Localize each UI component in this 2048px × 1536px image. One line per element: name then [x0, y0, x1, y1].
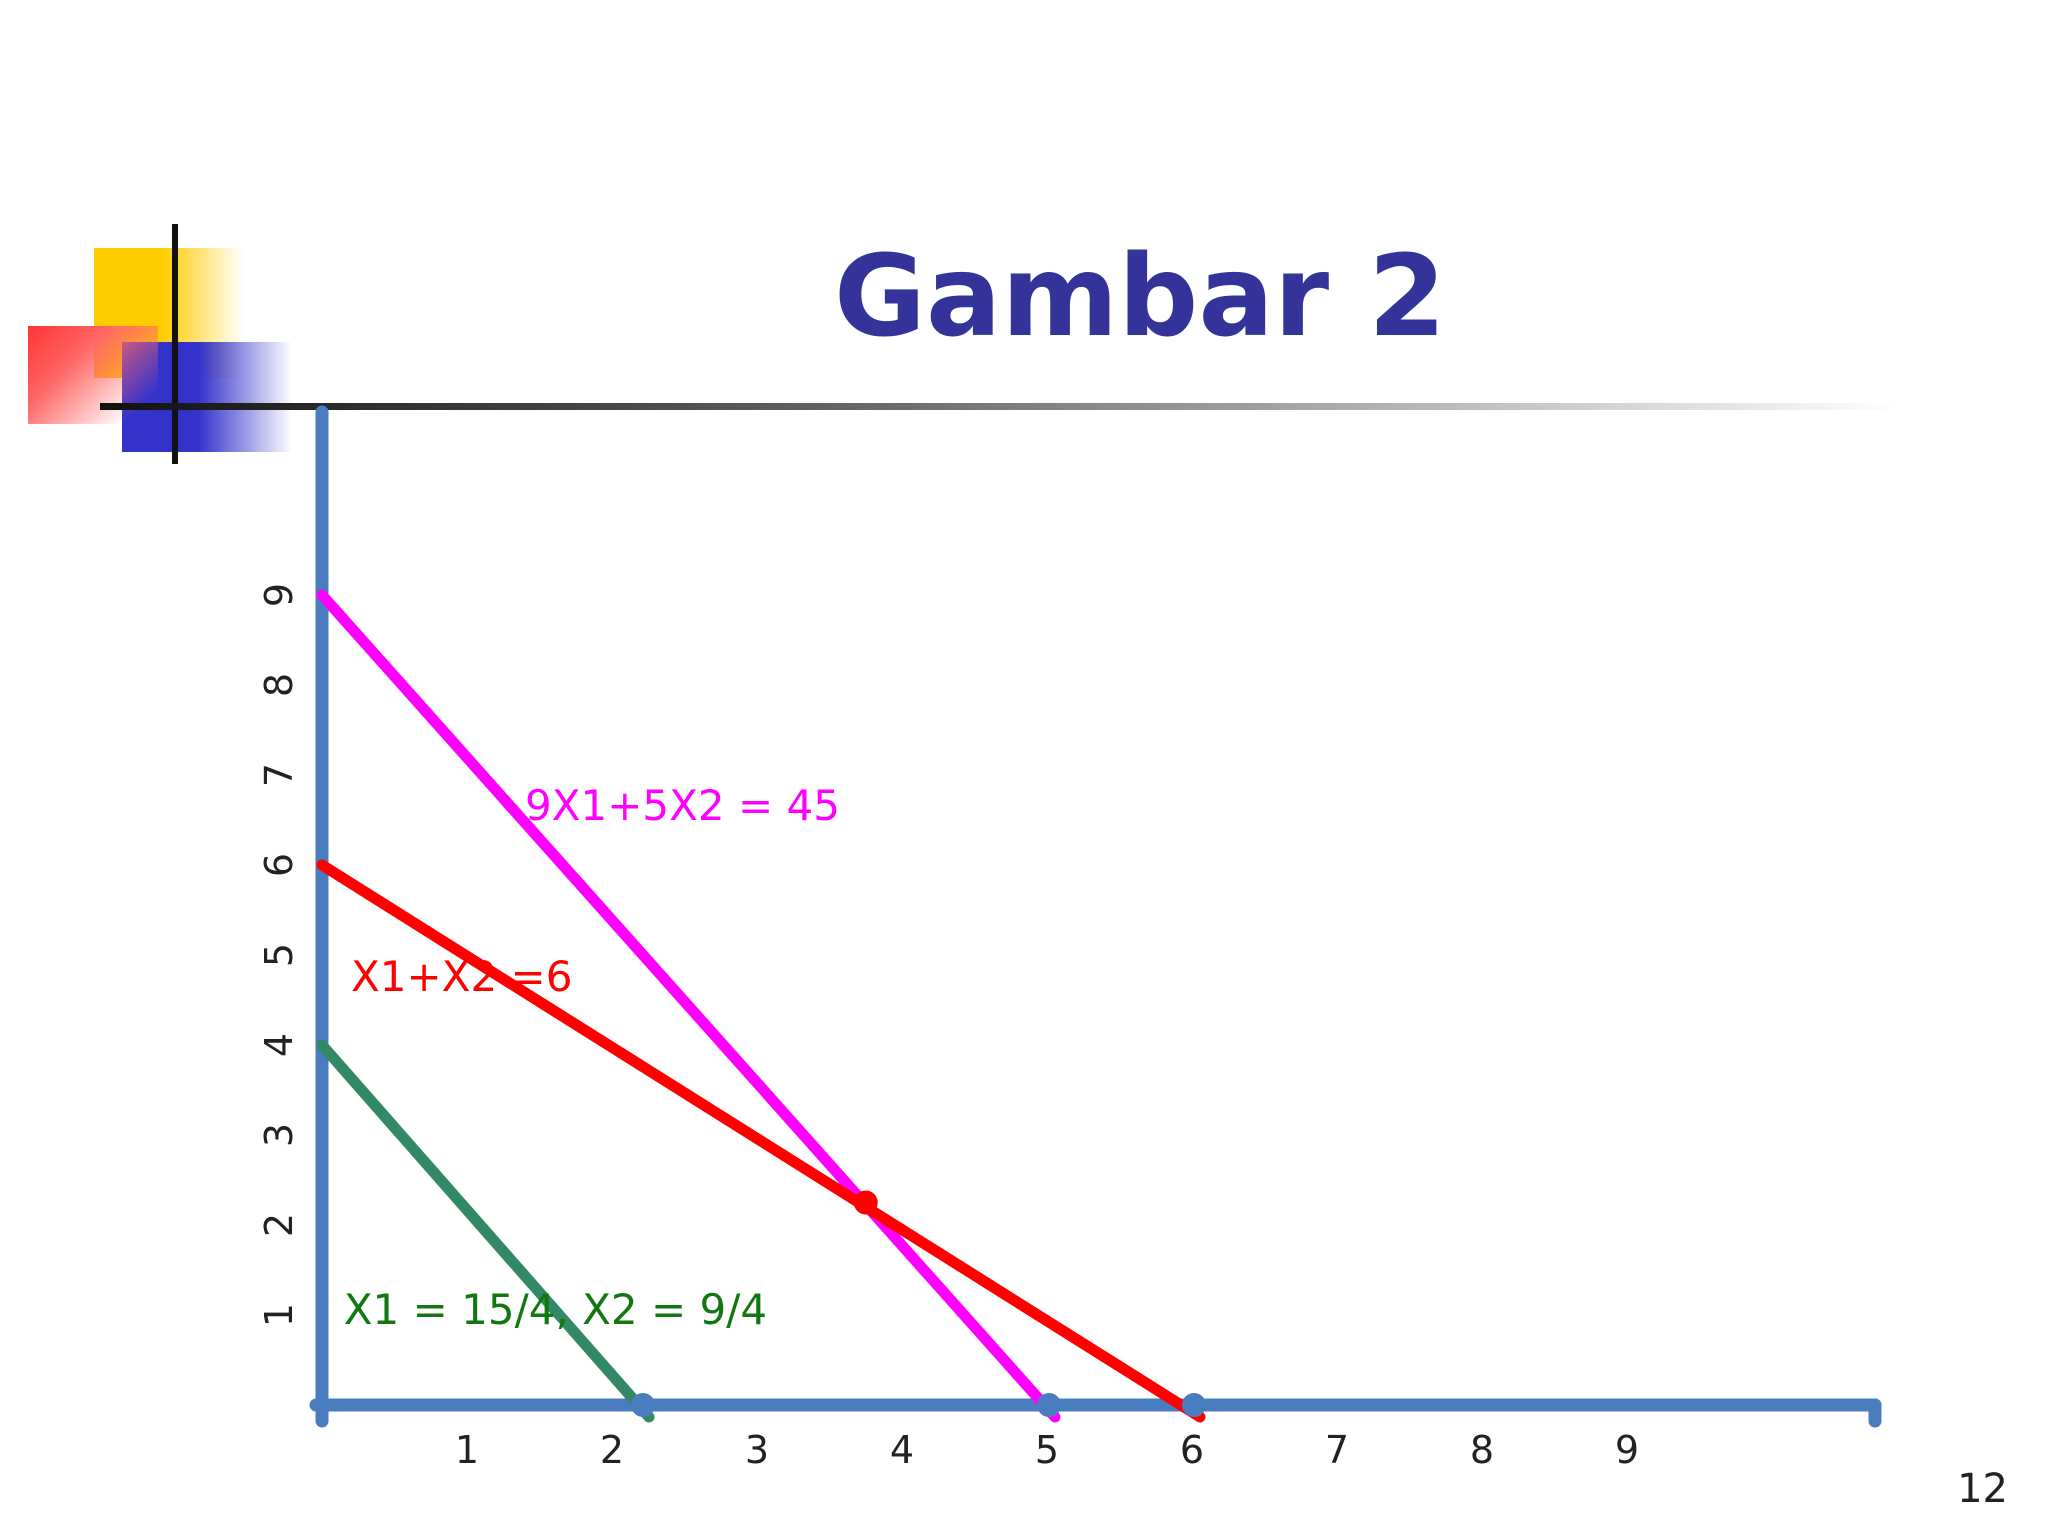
y-tick-label: 1: [257, 1303, 301, 1327]
chart-annotations: 9X1+5X2 = 45 X1+X2 =6 X1 = 15/4, X2 = 9/4: [344, 781, 840, 1334]
chart-ticks: 1 2 3 4 5 6 7 8 9 1 2 3 4 5 6 7 8 9: [257, 583, 1639, 1472]
y-tick-label: 4: [257, 1033, 301, 1057]
series-line-2: [316, 859, 1206, 1423]
series-line-1: [316, 589, 1061, 1423]
x-tick-label: 1: [455, 1428, 479, 1472]
chart-axes: [309, 405, 1882, 1428]
y-tick-label: 9: [257, 583, 301, 607]
x-tick-label: 9: [1615, 1428, 1639, 1472]
decor-vertical-rule: [172, 224, 178, 464]
chart-series: [316, 589, 1206, 1423]
x-tick-label: 4: [890, 1428, 914, 1472]
annotation-label-2: X1+X2 =6: [351, 952, 572, 1001]
y-tick-label: 2: [257, 1213, 301, 1237]
annotation-label-3: X1 = 15/4, X2 = 9/4: [344, 1285, 767, 1334]
x-tick-label: 3: [745, 1428, 769, 1472]
intersection-point: [853, 1190, 878, 1215]
x-tick-label: 7: [1325, 1428, 1349, 1472]
y-tick-label: 7: [257, 763, 301, 787]
title-underline-rule: [100, 403, 1900, 410]
x-tick-label: 2: [600, 1428, 624, 1472]
x-intercept-dot-2: [1182, 1393, 1206, 1417]
x-tick-label: 8: [1470, 1428, 1494, 1472]
x-tick-label: 5: [1035, 1428, 1059, 1472]
x-intercept-dot-3: [631, 1393, 655, 1417]
y-tick-label: 6: [257, 853, 301, 877]
y-tick-label: 8: [257, 673, 301, 697]
y-tick-label: 3: [257, 1123, 301, 1147]
x-intercept-dot-1: [1037, 1393, 1061, 1417]
series-line-3: [316, 1039, 655, 1423]
y-tick-label: 5: [257, 943, 301, 967]
slide-title: Gambar 2: [833, 232, 1447, 362]
annotation-label-1: 9X1+5X2 = 45: [525, 781, 840, 830]
x-tick-label: 6: [1180, 1428, 1204, 1472]
page-number: 12: [1957, 1466, 2008, 1512]
